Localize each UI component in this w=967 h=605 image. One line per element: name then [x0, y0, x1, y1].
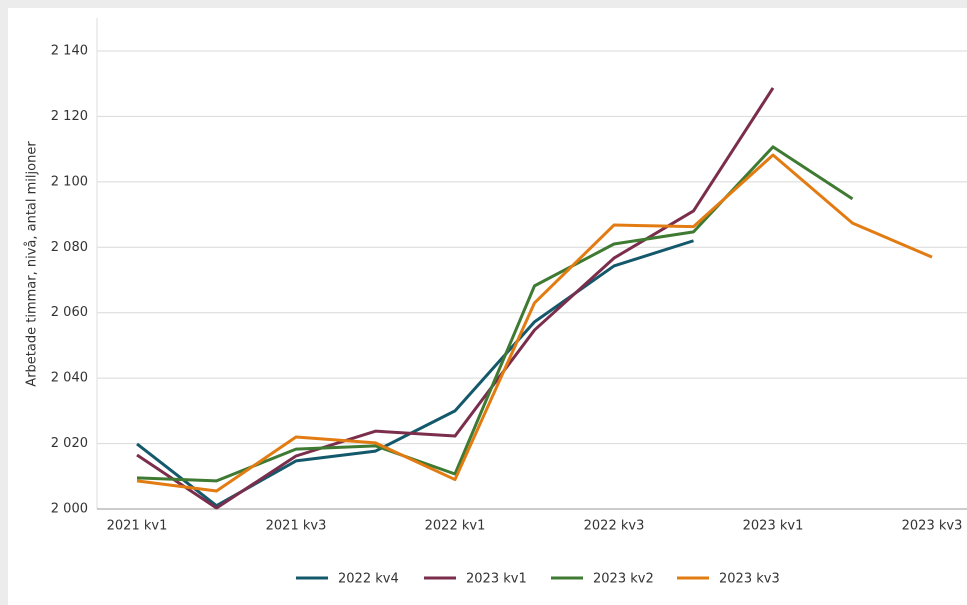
y-tick-label: 2 100: [51, 174, 88, 189]
x-tick-label: 2022 kv1: [425, 519, 486, 534]
legend-label: 2023 kv2: [593, 572, 654, 587]
legend-item: 2023 kv1: [424, 572, 527, 587]
series-line: [136, 153, 933, 493]
y-axis-label: Arbetade timmar, nivå, antal miljoner: [25, 141, 40, 387]
x-tick-label: 2023 kv3: [902, 519, 963, 534]
y-tick-label: 2 000: [51, 502, 88, 517]
y-tick-label: 2 080: [51, 240, 88, 255]
legend-label: 2023 kv1: [466, 572, 527, 587]
legend-label: 2023 kv3: [719, 572, 780, 587]
y-tick-label: 2 120: [51, 109, 88, 124]
panel: [8, 8, 967, 605]
y-tick-label: 2 040: [51, 371, 88, 386]
y-tick-label: 2 060: [51, 305, 88, 320]
y-tick-label: 2 020: [51, 436, 88, 451]
x-tick-label: 2021 kv1: [107, 519, 168, 534]
legend-label: 2022 kv4: [338, 572, 399, 587]
legend-item: 2023 kv3: [677, 572, 780, 587]
x-tick-label: 2022 kv3: [584, 519, 645, 534]
legend-item: 2022 kv4: [296, 572, 399, 587]
x-tick-label: 2023 kv1: [743, 519, 804, 534]
legend-item: 2023 kv2: [551, 572, 654, 587]
y-tick-label: 2 140: [51, 44, 88, 59]
x-tick-label: 2021 kv3: [266, 519, 327, 534]
